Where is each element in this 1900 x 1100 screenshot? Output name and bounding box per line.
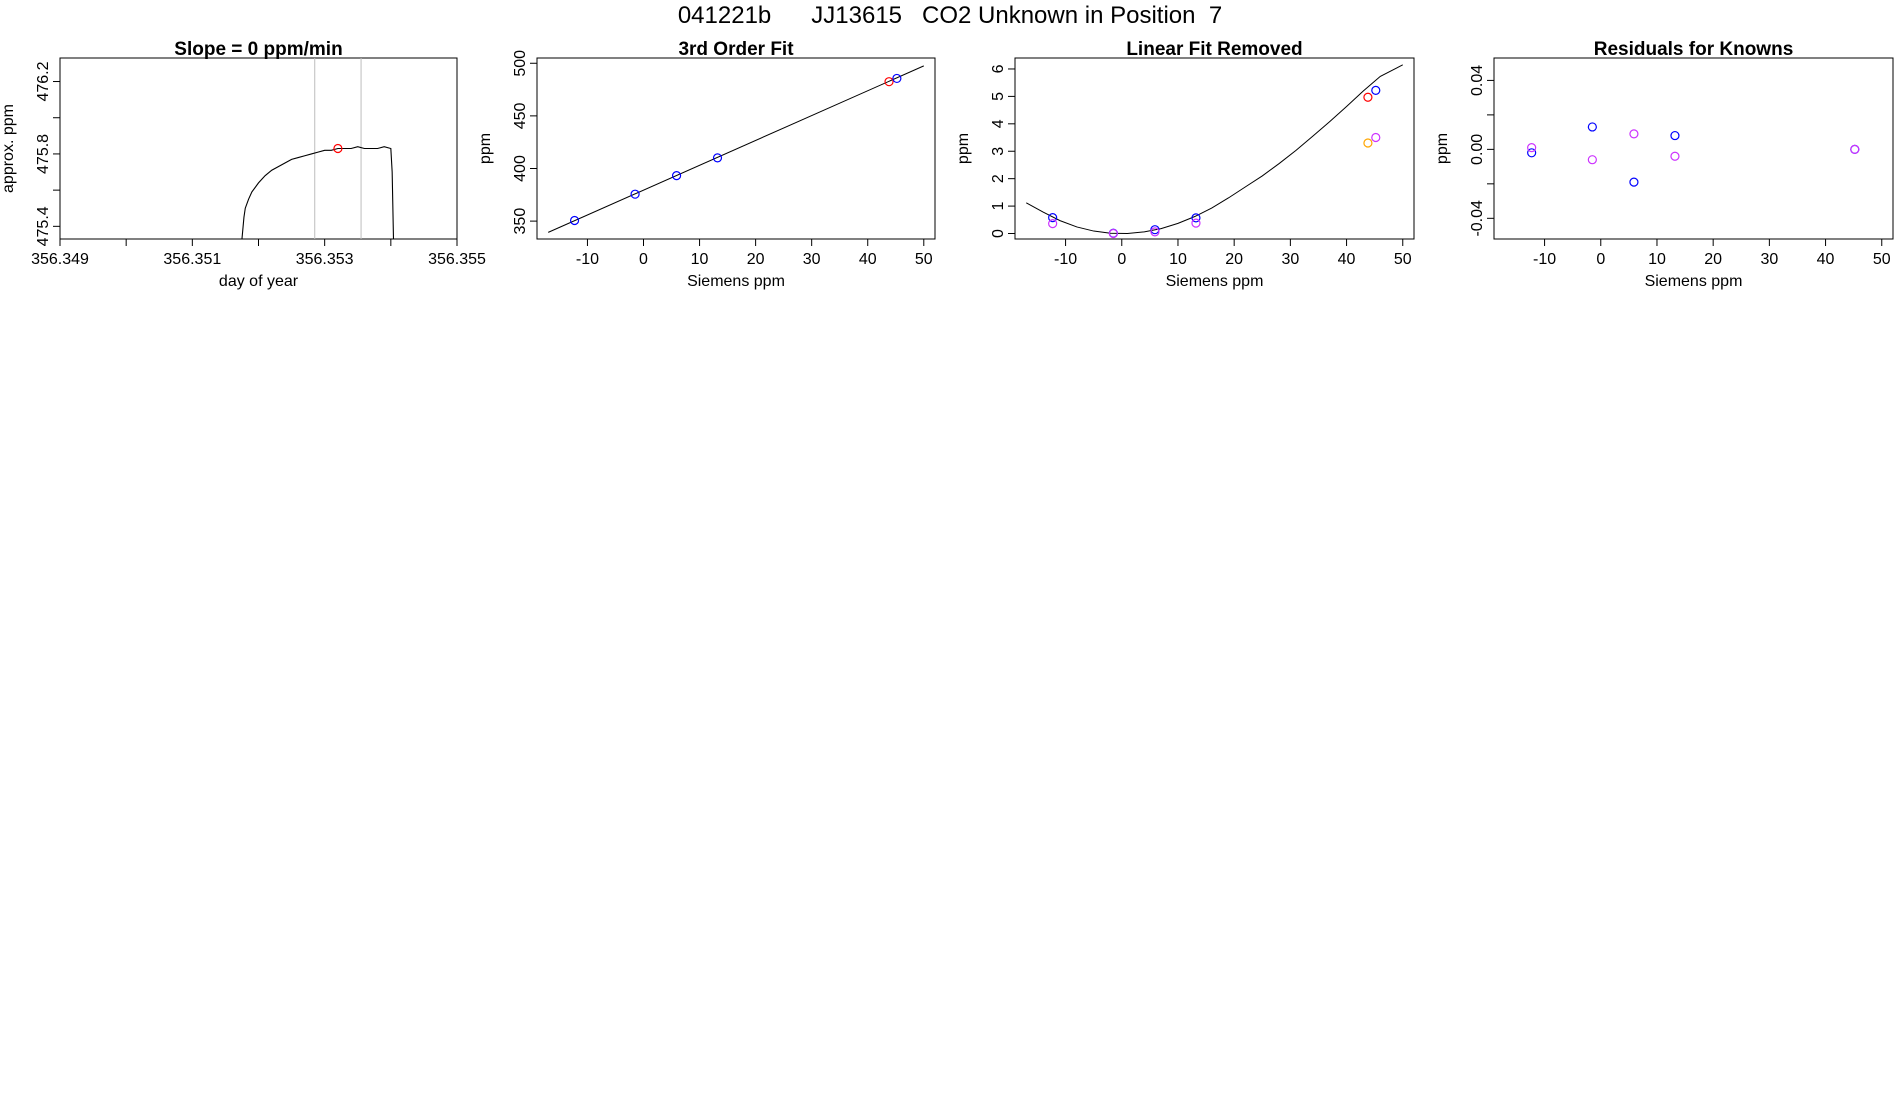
panel-title: Residuals for Knowns — [1594, 39, 1794, 60]
y-tick-label: 0.04 — [1469, 65, 1486, 96]
data-point — [892, 73, 902, 84]
y-tick-label: 0.00 — [1469, 134, 1486, 165]
series-line — [241, 146, 395, 240]
data-point — [671, 171, 682, 181]
data-point — [1191, 213, 1201, 223]
y-tick-label: 5 — [990, 92, 1007, 101]
x-tick-label: 40 — [1338, 251, 1356, 268]
data-point — [1371, 132, 1381, 143]
chart-panel-3: Linear Fit Removed -10 0 10 20 30 40 50 0 1 2 3 4 5 6 S… — [955, 39, 1415, 290]
x-tick-label: 40 — [859, 251, 877, 268]
x-tick-label: 50 — [915, 251, 933, 268]
panel-title: Slope = 0 ppm/min — [174, 39, 342, 60]
x-tick-label: -10 — [1533, 251, 1556, 268]
data-point — [712, 153, 723, 163]
y-tick-label: 4 — [990, 119, 1007, 128]
data-point — [884, 77, 894, 87]
data-point — [1048, 219, 1058, 229]
x-tick-label: 0 — [1596, 251, 1605, 268]
x-axis-label: Siemens ppm — [1166, 273, 1264, 290]
x-tick-label: 356.351 — [163, 251, 221, 268]
data-point — [1363, 138, 1373, 148]
x-tick-label: 40 — [1817, 251, 1835, 268]
data-point — [1150, 227, 1160, 237]
data-point — [1527, 148, 1537, 158]
y-tick-label: -0.04 — [1469, 200, 1486, 237]
plot-frame — [1014, 57, 1415, 240]
x-tick-label: 30 — [803, 251, 821, 268]
x-tick-label: 20 — [1704, 251, 1722, 268]
y-tick-label: 6 — [990, 64, 1007, 73]
x-tick-label: 356.353 — [296, 251, 354, 268]
y-tick-label: 0 — [990, 229, 1007, 238]
x-tick-label: 50 — [1873, 251, 1891, 268]
data-point — [1670, 151, 1680, 161]
y-axis-label: approx. ppm — [0, 104, 17, 193]
y-tick-label: 400 — [512, 155, 529, 182]
y-tick-label: 350 — [512, 208, 529, 235]
y-tick-label: 1 — [990, 202, 1007, 211]
y-axis-label: ppm — [955, 133, 972, 164]
x-tick-label: 30 — [1760, 251, 1778, 268]
panel-title: 3rd Order Fit — [678, 39, 794, 60]
data-point — [1587, 122, 1597, 132]
data-point — [1191, 218, 1201, 228]
x-axis-label: Siemens ppm — [1645, 273, 1743, 290]
y-axis-label: ppm — [477, 133, 494, 164]
chart-panel-1: Slope = 0 ppm/min 356.349 356.351 356.353 35… — [0, 39, 486, 290]
fit-line — [548, 65, 924, 233]
chart-panel-4: Residuals for Knowns -10 0 10 20 30 40 50 -0.04 0… — [1434, 39, 1894, 290]
x-tick-label: 20 — [747, 251, 765, 268]
y-tick-label: 475.4 — [35, 206, 52, 246]
x-tick-label: 30 — [1281, 251, 1299, 268]
x-tick-label: 20 — [1225, 251, 1243, 268]
y-tick-label: 2 — [990, 174, 1007, 183]
data-point — [1108, 228, 1118, 239]
data-point — [1371, 85, 1381, 95]
data-point — [569, 215, 580, 226]
x-tick-label: 356.355 — [428, 251, 486, 268]
y-axis-label: ppm — [1434, 133, 1451, 164]
fit-curve — [1025, 64, 1403, 235]
x-tick-label: 10 — [1648, 251, 1666, 268]
data-point — [1048, 213, 1058, 223]
x-tick-label: 10 — [1169, 251, 1187, 268]
plot-frame — [59, 57, 458, 240]
data-point — [630, 189, 640, 199]
y-tick-label: 476.2 — [35, 61, 52, 101]
x-tick-label: 0 — [639, 251, 648, 268]
data-point — [333, 143, 343, 154]
x-axis-label: Siemens ppm — [687, 273, 785, 290]
data-point — [1587, 155, 1597, 165]
data-point — [1363, 92, 1373, 102]
data-point — [1629, 129, 1639, 139]
y-tick-label: 500 — [512, 50, 529, 77]
data-point — [1670, 130, 1680, 141]
x-tick-label: 0 — [1117, 251, 1126, 268]
plot-frame — [536, 57, 936, 240]
x-tick-label: 50 — [1394, 251, 1412, 268]
y-tick-label: 475.8 — [35, 134, 52, 174]
plot-frame — [1493, 57, 1894, 240]
x-tick-label: -10 — [576, 251, 599, 268]
x-axis-label: day of year — [219, 273, 299, 290]
x-tick-label: 356.349 — [31, 251, 89, 268]
x-tick-label: -10 — [1054, 251, 1077, 268]
y-tick-label: 450 — [512, 102, 529, 129]
figure-title: 041221b JJ13615 CO2 Unknown in Position … — [677, 2, 1223, 29]
x-tick-label: 10 — [691, 251, 709, 268]
y-tick-label: 3 — [990, 147, 1007, 156]
data-point — [1850, 144, 1860, 154]
data-point — [1527, 143, 1537, 153]
chart-panel-2: 3rd Order Fit -10 0 10 20 30 40 50 350 400 450 500 S… — [477, 39, 936, 290]
panel-title: Linear Fit Removed — [1126, 39, 1302, 60]
data-point — [1629, 177, 1639, 187]
